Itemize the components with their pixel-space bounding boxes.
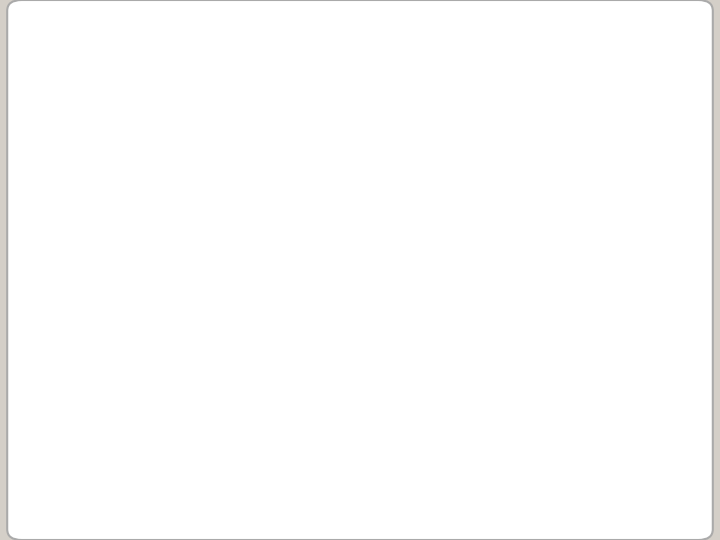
Text: sulphuric(VI)acid. or;: sulphuric(VI)acid. or;	[14, 286, 216, 305]
Text: Experiment:: Experiment:	[65, 221, 181, 239]
Text: (f)Reduces sulphuric(VI)acid to Sulphur: (f)Reduces sulphuric(VI)acid to Sulphur	[50, 199, 474, 217]
Text: Explanation:: Explanation:	[65, 35, 184, 53]
Text: 2: 2	[624, 156, 634, 170]
Text: Hydrogen sulphide gas reduces concentrated: Hydrogen sulphide gas reduces concentrat…	[65, 57, 495, 75]
Text: www.gokangoye.com: www.gokangoye.com	[293, 507, 427, 519]
Text: O(l) + S (s) + 2NO: O(l) + S (s) + 2NO	[394, 140, 572, 158]
Text: 119: 119	[667, 507, 691, 519]
Text: S(g) +  2HNO: S(g) + 2HNO	[84, 140, 217, 158]
Text: Chemical/ionic equation:: Chemical/ionic equation:	[65, 122, 300, 139]
Text: 2: 2	[71, 156, 81, 170]
Text: tube containing about 3 cm3 of concentrated: tube containing about 3 cm3 of concentra…	[14, 265, 441, 282]
Text: (i)Pass a stream of Hydrogen sulphide gas in a test: (i)Pass a stream of Hydrogen sulphide ga…	[65, 243, 547, 261]
Text: acid into a gas jar containing Hydrogen sulphide gas.: acid into a gas jar containing Hydrogen …	[14, 329, 520, 347]
Text: (brown fumes): (brown fumes)	[518, 177, 657, 195]
Text: H: H	[50, 140, 67, 158]
Text: 3: 3	[255, 156, 264, 170]
Text: (l)->  2H: (l)-> 2H	[267, 140, 356, 158]
Text: oxidized to yellow sulphur.: oxidized to yellow sulphur.	[14, 100, 266, 118]
Text: 2: 2	[382, 156, 392, 170]
Text: nitric(V)acid to brown nitrogen(IV)oxide gas itself: nitric(V)acid to brown nitrogen(IV)oxide…	[14, 78, 487, 97]
Text: (ii)Place about 3cm3 of concentrated sulphuric (VI): (ii)Place about 3cm3 of concentrated sul…	[83, 308, 569, 326]
Text: (g): (g)	[636, 140, 669, 158]
